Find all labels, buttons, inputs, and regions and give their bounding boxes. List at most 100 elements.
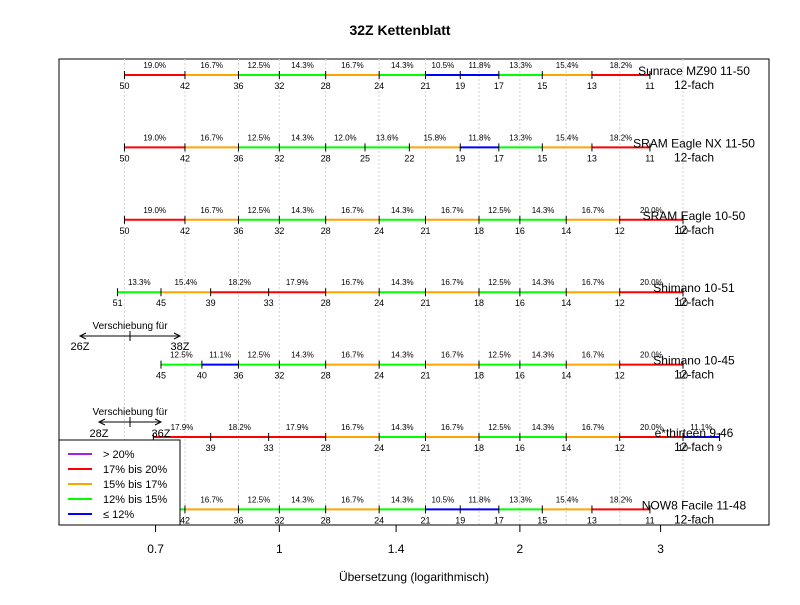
step-label: 16.7%: [200, 206, 223, 215]
step-label: 16.7%: [441, 206, 464, 215]
cog-label: 28: [321, 153, 331, 163]
step-label: 14.3%: [391, 351, 414, 360]
cog-label: 17: [494, 153, 504, 163]
cog-label: 13: [587, 515, 597, 525]
legend: > 20% 17% bis 20% 15% bis 17% 12% bis 15% ≤ …: [58, 439, 181, 526]
cassette-row: 19.0% 16.7% 12.5% 14.3% 16.7% 14.3% 16.7% 12.5%…: [119, 206, 745, 237]
step-label: 14.3%: [532, 278, 555, 287]
step-label: 11.8%: [468, 495, 490, 504]
cog-label: 28: [321, 226, 331, 236]
cog-label: 17: [494, 515, 504, 525]
cog-label: 24: [374, 515, 384, 525]
step-label: 18.2%: [610, 133, 633, 142]
cog-label: 42: [180, 226, 190, 236]
cassette-row: 14.3%16.7%12.5%14.3%16.7%14.3%10.5%11.8%…: [134, 495, 747, 526]
cog-label: 21: [420, 226, 430, 236]
series-name: Shimano 10-45: [653, 354, 735, 368]
cog-label: 13: [587, 153, 597, 163]
cog-label: 10: [678, 226, 688, 236]
cog-label: 12: [615, 371, 625, 381]
step-label: 11.8%: [468, 133, 490, 142]
cog-label: 11: [645, 515, 654, 525]
step-label: 17.9%: [286, 278, 309, 287]
step-label: 15.4%: [556, 133, 579, 142]
arrow-right-icon: [173, 332, 182, 340]
step-label: 16.7%: [341, 351, 364, 360]
cog-label: 42: [180, 515, 190, 525]
step-label: 16.7%: [441, 351, 464, 360]
legend-label: 17% bis 20%: [103, 464, 167, 476]
cog-label: 24: [374, 371, 384, 381]
cog-label: 24: [374, 81, 384, 91]
cog-label: 21: [420, 81, 430, 91]
step-label: 15.4%: [175, 278, 198, 287]
step-label: 14.3%: [391, 206, 414, 215]
shift-to: 36Z: [152, 428, 171, 440]
step-label: 18.2%: [228, 423, 251, 432]
step-label: 16.7%: [341, 495, 364, 504]
cassette-row: 12.5% 11.1% 12.5% 14.3% 16.7% 14.3% 16.7% 12.5%…: [156, 351, 735, 382]
step-label: 10.5%: [432, 61, 455, 70]
step-label: 14.3%: [291, 206, 314, 215]
step-label: 12.5%: [248, 133, 271, 142]
step-label: 12.5%: [488, 278, 511, 287]
shift-label: Verschiebung für: [92, 407, 168, 418]
step-label: 15.4%: [556, 495, 579, 504]
step-label: 13.6%: [376, 133, 399, 142]
step-label: 12.5%: [248, 61, 271, 70]
step-label: 16.7%: [582, 206, 605, 215]
step-label: 16.7%: [582, 351, 605, 360]
step-label: 16.7%: [200, 133, 223, 142]
step-label: 18.2%: [228, 278, 251, 287]
cassette-row: 19.0% 16.7% 12.5% 14.3% 16.7% 14.3% 10.5% 11.8%…: [119, 61, 750, 92]
cog-label: 16: [515, 298, 525, 308]
cog-label: 24: [374, 226, 384, 236]
cog-label: 39: [206, 298, 216, 308]
step-label: 13.3%: [509, 61, 532, 70]
step-label: 17.9%: [286, 423, 309, 432]
cog-label: 24: [374, 443, 384, 453]
cog-label: 10: [678, 371, 688, 381]
cog-label: 28: [321, 81, 331, 91]
cog-label: 15: [537, 81, 547, 91]
cassette-series: 19.0% 16.7% 12.5% 14.3% 16.7% 14.3% 10.5% 11.8%…: [113, 61, 756, 526]
step-label: 12.5%: [248, 206, 271, 215]
cog-label: 28: [321, 371, 331, 381]
step-label: 18.2%: [610, 495, 633, 504]
series-subtitle: 12-fach: [674, 295, 714, 309]
cog-label: 18: [474, 226, 484, 236]
step-label: 16.7%: [441, 278, 464, 287]
cassette-row: 17.9% 18.2% 17.9% 16.7% 14.3% 16.7% 12.5% 14.3%…: [148, 423, 733, 454]
arrow-left-icon: [78, 332, 87, 340]
step-label: 12.5%: [170, 351, 193, 360]
step-label: 14.3%: [532, 206, 555, 215]
cog-label: 50: [119, 226, 129, 236]
series-name: e*thirteen 9-46: [655, 426, 734, 440]
step-label: 16.7%: [341, 206, 364, 215]
cog-label: 45: [156, 371, 166, 381]
cog-label: 36: [233, 515, 243, 525]
series-subtitle: 12-fach: [674, 150, 714, 164]
cog-label: 50: [119, 81, 129, 91]
cog-label: 12: [615, 443, 625, 453]
cog-label: 51: [113, 298, 123, 308]
cog-label: 32: [274, 81, 284, 91]
series-subtitle: 12-fach: [674, 440, 714, 454]
step-label: 16.7%: [441, 423, 464, 432]
step-label: 14.3%: [391, 423, 414, 432]
cog-label: 10: [678, 298, 688, 308]
step-label: 14.3%: [391, 495, 414, 504]
legend-label: > 20%: [103, 449, 135, 461]
cog-label: 21: [420, 443, 430, 453]
cog-label: 14: [561, 443, 571, 453]
arrow-left-icon: [97, 418, 106, 426]
legend-label: ≤ 12%: [103, 509, 134, 521]
step-label: 12.0%: [334, 133, 357, 142]
cog-label: 21: [420, 298, 430, 308]
cog-label: 19: [455, 153, 465, 163]
step-label: 17.9%: [171, 423, 194, 432]
series-subtitle: 12-fach: [674, 78, 714, 92]
cog-label: 14: [561, 226, 571, 236]
